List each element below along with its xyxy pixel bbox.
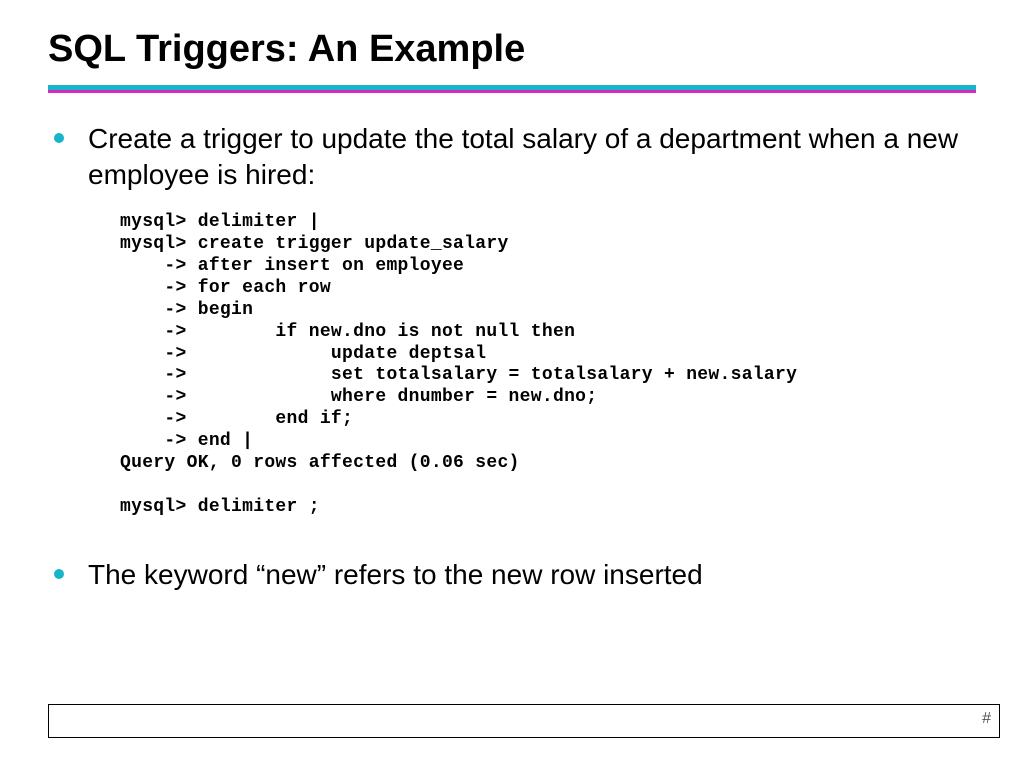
code-block: mysql> delimiter | mysql> create trigger… (120, 212, 976, 519)
bullet-text: Create a trigger to update the total sal… (88, 121, 976, 194)
bullet-item: The keyword “new” refers to the new row … (54, 557, 976, 593)
bullet-icon (54, 133, 64, 143)
slide-title: SQL Triggers: An Example (48, 28, 976, 71)
bullet-icon (54, 569, 64, 579)
slide-container: SQL Triggers: An Example Create a trigge… (0, 0, 1024, 768)
divider-magenta (48, 90, 976, 93)
bullet-item: Create a trigger to update the total sal… (54, 121, 976, 194)
footer-box: # (48, 704, 1000, 738)
title-divider (48, 85, 976, 93)
bullet-text: The keyword “new” refers to the new row … (88, 557, 703, 593)
page-number: # (982, 710, 991, 728)
